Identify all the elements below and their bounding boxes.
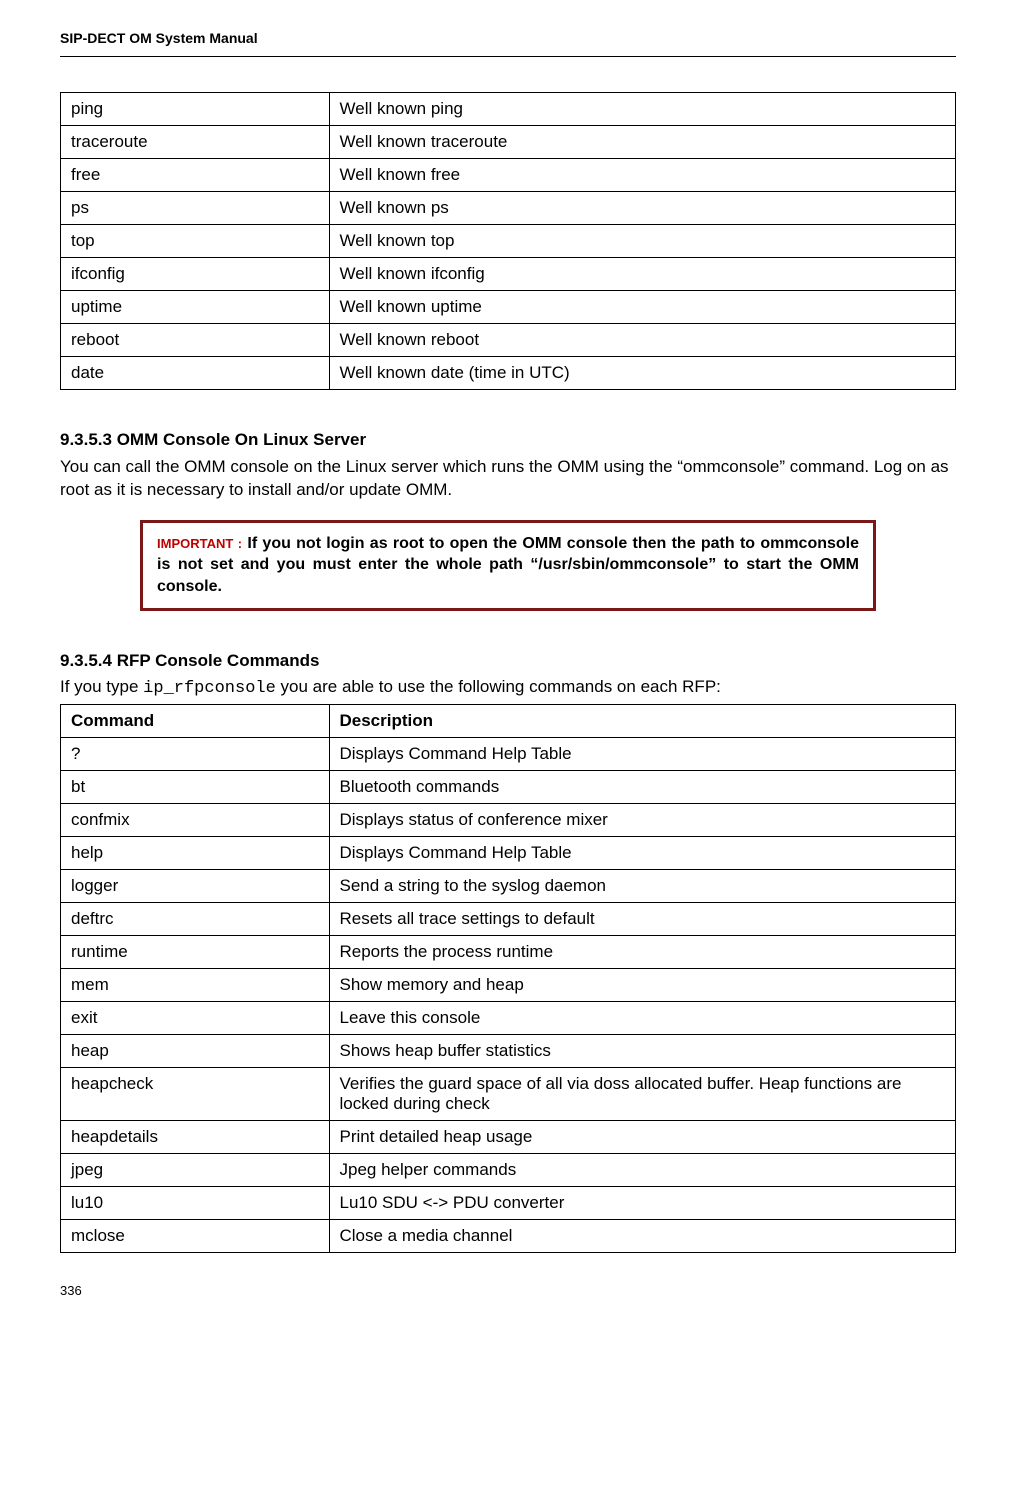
table-row: confmixDisplays status of conference mix… xyxy=(61,803,956,836)
command-cell: traceroute xyxy=(61,126,330,159)
intro-mono: ip_rfpconsole xyxy=(143,679,276,698)
table-row: mcloseClose a media channel xyxy=(61,1219,956,1252)
description-cell: Well known traceroute xyxy=(329,126,956,159)
description-cell: Shows heap buffer statistics xyxy=(329,1034,956,1067)
table-row: lu10Lu10 SDU <-> PDU converter xyxy=(61,1186,956,1219)
command-cell: exit xyxy=(61,1001,330,1034)
description-cell: Well known reboot xyxy=(329,324,956,357)
description-cell: Close a media channel xyxy=(329,1219,956,1252)
description-cell: Displays status of conference mixer xyxy=(329,803,956,836)
section-heading-1: 9.3.5.3 OMM Console On Linux Server xyxy=(60,430,956,450)
table-row: topWell known top xyxy=(61,225,956,258)
important-box: IMPORTANT : If you not login as root to … xyxy=(140,520,876,611)
table-row: heapShows heap buffer statistics xyxy=(61,1034,956,1067)
command-cell: bt xyxy=(61,770,330,803)
table-row: uptimeWell known uptime xyxy=(61,291,956,324)
description-cell: Leave this console xyxy=(329,1001,956,1034)
table-row: helpDisplays Command Help Table xyxy=(61,836,956,869)
section-heading-2: 9.3.5.4 RFP Console Commands xyxy=(60,651,956,671)
table-row: freeWell known free xyxy=(61,159,956,192)
command-cell: mem xyxy=(61,968,330,1001)
description-cell: Verifies the guard space of all via doss… xyxy=(329,1067,956,1120)
command-cell: ? xyxy=(61,737,330,770)
description-cell: Lu10 SDU <-> PDU converter xyxy=(329,1186,956,1219)
description-cell: Displays Command Help Table xyxy=(329,737,956,770)
table-row: ifconfigWell known ifconfig xyxy=(61,258,956,291)
description-cell: Well known ping xyxy=(329,93,956,126)
command-cell: help xyxy=(61,836,330,869)
command-cell: ifconfig xyxy=(61,258,330,291)
command-cell: mclose xyxy=(61,1219,330,1252)
table-row: jpegJpeg helper commands xyxy=(61,1153,956,1186)
description-cell: Print detailed heap usage xyxy=(329,1120,956,1153)
important-text: If you not login as root to open the OMM… xyxy=(157,535,859,595)
description-cell: Show memory and heap xyxy=(329,968,956,1001)
table-row: btBluetooth commands xyxy=(61,770,956,803)
command-cell: heapcheck xyxy=(61,1067,330,1120)
header-rule xyxy=(60,56,956,57)
table-row: tracerouteWell known traceroute xyxy=(61,126,956,159)
doc-header: SIP-DECT OM System Manual xyxy=(60,30,956,46)
section-para-1: You can call the OMM console on the Linu… xyxy=(60,456,956,502)
description-cell: Well known date (time in UTC) xyxy=(329,357,956,390)
description-cell: Displays Command Help Table xyxy=(329,836,956,869)
description-cell: Send a string to the syslog daemon xyxy=(329,869,956,902)
table-row: memShow memory and heap xyxy=(61,968,956,1001)
command-cell: deftrc xyxy=(61,902,330,935)
table-row: deftrcResets all trace settings to defau… xyxy=(61,902,956,935)
command-cell: jpeg xyxy=(61,1153,330,1186)
description-cell: Bluetooth commands xyxy=(329,770,956,803)
description-cell: Resets all trace settings to default xyxy=(329,902,956,935)
command-cell: logger xyxy=(61,869,330,902)
description-cell: Well known uptime xyxy=(329,291,956,324)
command-cell: reboot xyxy=(61,324,330,357)
description-cell: Reports the process runtime xyxy=(329,935,956,968)
section-intro-2: If you type ip_rfpconsole you are able t… xyxy=(60,677,956,698)
description-cell: Well known free xyxy=(329,159,956,192)
table-row: heapcheckVerifies the guard space of all… xyxy=(61,1067,956,1120)
commands-table-2: Command Description ?Displays Command He… xyxy=(60,704,956,1253)
description-cell: Well known top xyxy=(329,225,956,258)
table-header-command: Command xyxy=(61,704,330,737)
table-row: exitLeave this console xyxy=(61,1001,956,1034)
command-cell: runtime xyxy=(61,935,330,968)
intro-suffix: you are able to use the following comman… xyxy=(276,677,721,696)
description-cell: Well known ps xyxy=(329,192,956,225)
table-row: dateWell known date (time in UTC) xyxy=(61,357,956,390)
table-row: rebootWell known reboot xyxy=(61,324,956,357)
command-cell: date xyxy=(61,357,330,390)
command-cell: confmix xyxy=(61,803,330,836)
table-row: loggerSend a string to the syslog daemon xyxy=(61,869,956,902)
command-cell: free xyxy=(61,159,330,192)
important-label: IMPORTANT : xyxy=(157,536,242,551)
description-cell: Well known ifconfig xyxy=(329,258,956,291)
table-row: ?Displays Command Help Table xyxy=(61,737,956,770)
command-cell: lu10 xyxy=(61,1186,330,1219)
description-cell: Jpeg helper commands xyxy=(329,1153,956,1186)
command-cell: ping xyxy=(61,93,330,126)
command-cell: heap xyxy=(61,1034,330,1067)
table-row: psWell known ps xyxy=(61,192,956,225)
page-number: 336 xyxy=(60,1283,956,1298)
commands-table-1: pingWell known pingtracerouteWell known … xyxy=(60,92,956,390)
command-cell: uptime xyxy=(61,291,330,324)
table-row: heapdetailsPrint detailed heap usage xyxy=(61,1120,956,1153)
command-cell: ps xyxy=(61,192,330,225)
command-cell: heapdetails xyxy=(61,1120,330,1153)
command-cell: top xyxy=(61,225,330,258)
intro-prefix: If you type xyxy=(60,677,143,696)
table-row: runtimeReports the process runtime xyxy=(61,935,956,968)
table-row: pingWell known ping xyxy=(61,93,956,126)
table-header-row: Command Description xyxy=(61,704,956,737)
table-header-description: Description xyxy=(329,704,956,737)
